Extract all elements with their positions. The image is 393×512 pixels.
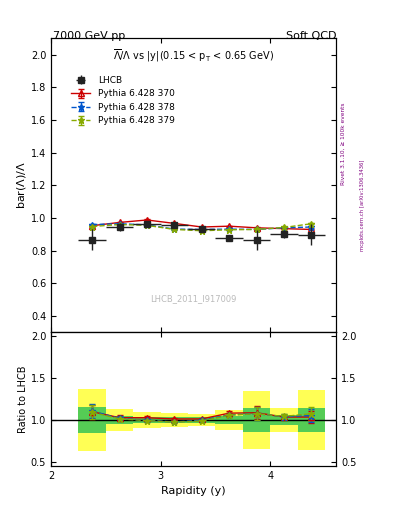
Y-axis label: bar($\Lambda$)/$\Lambda$: bar($\Lambda$)/$\Lambda$ — [15, 161, 28, 209]
Y-axis label: Ratio to LHCB: Ratio to LHCB — [18, 366, 28, 433]
Text: $\overline{\Lambda}/\Lambda$ vs |y|(0.15 < p$_{\rm T}$ < 0.65 GeV): $\overline{\Lambda}/\Lambda$ vs |y|(0.15… — [113, 47, 274, 63]
Text: Rivet 3.1.10, ≥ 100k events: Rivet 3.1.10, ≥ 100k events — [341, 102, 346, 185]
Text: LHCB_2011_I917009: LHCB_2011_I917009 — [151, 294, 237, 303]
X-axis label: Rapidity (y): Rapidity (y) — [161, 486, 226, 496]
Text: Soft QCD: Soft QCD — [286, 31, 336, 41]
Text: 7000 GeV pp: 7000 GeV pp — [53, 31, 125, 41]
Text: mcplots.cern.ch [arXiv:1306.3436]: mcplots.cern.ch [arXiv:1306.3436] — [360, 159, 365, 250]
Legend: LHCB, Pythia 6.428 370, Pythia 6.428 378, Pythia 6.428 379: LHCB, Pythia 6.428 370, Pythia 6.428 378… — [67, 72, 178, 129]
